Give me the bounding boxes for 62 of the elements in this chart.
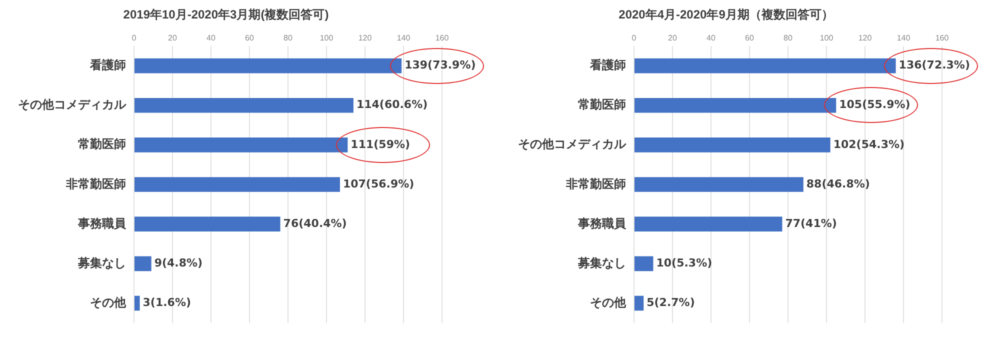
x-tick-label: 160 <box>935 33 950 42</box>
x-tick-label: 20 <box>668 33 678 42</box>
x-tick-label: 60 <box>245 33 254 42</box>
x-tick-label: 60 <box>745 33 754 42</box>
data-label: 107(56.9%) <box>342 177 414 190</box>
bar <box>134 296 140 311</box>
bar <box>134 256 152 272</box>
bar <box>634 296 644 311</box>
x-tick-label: 40 <box>706 33 716 42</box>
bar <box>134 138 348 152</box>
bar <box>634 177 804 192</box>
bar <box>134 98 354 113</box>
data-label: 77(41%) <box>785 216 837 230</box>
data-label: 111(59%) <box>350 138 410 151</box>
y-tick-label: その他 <box>90 296 127 310</box>
x-tick-label: 100 <box>820 33 834 42</box>
data-label: 3(1.6%) <box>142 296 191 310</box>
x-tick-label: 80 <box>784 33 793 42</box>
y-tick-label: 看護師 <box>89 58 126 72</box>
chart-title: 2019年10月-2020年3月期(複数回答可) <box>123 8 329 22</box>
x-tick-label: 0 <box>132 33 137 42</box>
data-label: 88(46.8%) <box>806 177 870 190</box>
y-tick-label: 募集なし <box>577 256 626 270</box>
x-tick-label: 160 <box>435 33 450 42</box>
data-label: 136(72.3%) <box>898 58 970 72</box>
bar <box>634 138 830 152</box>
chart-title: 2020年4月-2020年9月期（複数回答可） <box>618 8 834 22</box>
y-tick-label: 常勤医師 <box>578 98 626 112</box>
bar <box>134 58 402 74</box>
x-tick-label: 0 <box>632 33 637 42</box>
data-label: 5(2.7%) <box>646 296 695 310</box>
y-tick-label: 非常勤医師 <box>565 176 626 191</box>
y-tick-label: 事務職員 <box>577 216 627 230</box>
bar <box>634 256 654 272</box>
y-tick-label: 看護師 <box>589 58 626 72</box>
y-tick-label: 常勤医師 <box>78 137 126 152</box>
x-tick-label: 140 <box>896 33 911 42</box>
x-tick-label: 120 <box>858 33 872 42</box>
data-label: 102(54.3%) <box>833 138 905 151</box>
x-tick-label: 120 <box>358 33 372 42</box>
data-label: 9(4.8%) <box>154 256 203 270</box>
data-label: 10(5.3%) <box>656 256 712 270</box>
data-label: 105(55.9%) <box>839 98 910 112</box>
y-tick-label: その他コメディカル <box>18 98 127 112</box>
y-tick-label: 事務職員 <box>77 216 127 230</box>
y-tick-label: その他コメディカル <box>518 137 627 152</box>
bar <box>634 216 782 232</box>
data-label: 139(73.9%) <box>404 58 476 72</box>
x-tick-label: 40 <box>206 33 216 42</box>
bar <box>634 98 836 113</box>
data-label: 76(40.4%) <box>283 216 347 230</box>
x-tick-label: 140 <box>396 33 411 42</box>
y-tick-label: 募集なし <box>77 256 126 270</box>
bar <box>134 216 280 232</box>
y-tick-label: その他 <box>590 296 627 310</box>
x-tick-label: 20 <box>168 33 178 42</box>
bar <box>634 58 896 74</box>
x-tick-label: 100 <box>320 33 334 42</box>
x-tick-label: 80 <box>284 33 293 42</box>
bar <box>134 177 340 192</box>
y-tick-label: 非常勤医師 <box>65 176 126 191</box>
data-label: 114(60.6%) <box>356 98 428 112</box>
